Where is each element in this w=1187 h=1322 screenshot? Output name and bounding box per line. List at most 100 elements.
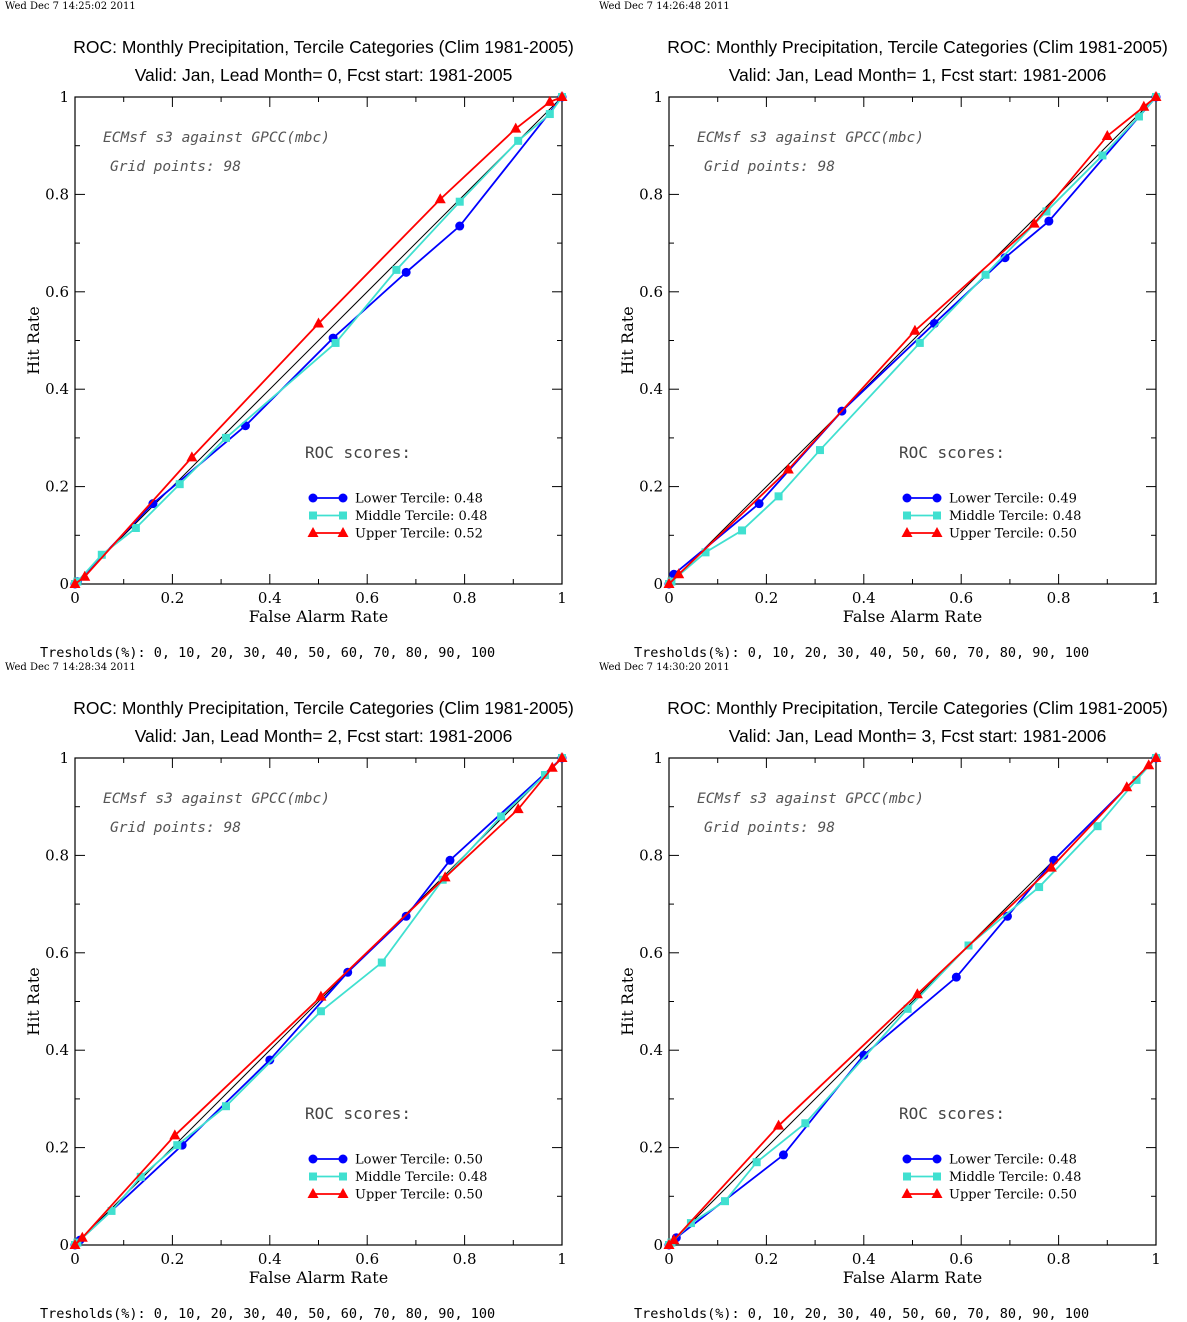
diagonal-line — [668, 96, 1157, 585]
series-2-point — [514, 136, 523, 145]
series-1-point — [343, 967, 353, 977]
series-3-point — [512, 803, 524, 814]
chart-title: ROC: Monthly Precipitation, Tercile Cate… — [73, 37, 574, 57]
series-2-point — [173, 1141, 182, 1150]
x-tick-label: 0.4 — [852, 1250, 876, 1268]
legend-marker-2 — [309, 511, 317, 520]
timestamp: Wed Dec 7 14:28:34 2011 — [5, 662, 136, 673]
x-tick-label: 0.2 — [754, 1250, 778, 1268]
roc-scores-heading: ROC scores: — [305, 1104, 411, 1123]
annotation-model: ECMsf s3 against GPCC(mbc) — [697, 130, 924, 146]
roc-scores-heading: ROC scores: — [899, 1104, 1005, 1123]
legend-marker-1 — [932, 1154, 942, 1164]
x-tick-label: 0 — [70, 589, 80, 607]
legend-label-1: Lower Tercile: 0.49 — [949, 492, 1077, 507]
series-2-point — [815, 446, 824, 455]
series-1-line — [668, 96, 1157, 585]
series-2-point — [1035, 883, 1044, 892]
y-tick-label: 0.8 — [639, 846, 663, 864]
annotation-gridpoints: Grid points: 98 — [110, 159, 241, 175]
series-2-point — [107, 1206, 116, 1215]
annotation-model: ECMsf s3 against GPCC(mbc) — [103, 791, 330, 807]
timestamp: Wed Dec 7 14:26:48 2011 — [599, 1, 730, 12]
series-1-point — [1044, 216, 1054, 226]
legend-marker-1 — [308, 1154, 318, 1164]
x-tick-label: 1 — [557, 1250, 567, 1268]
x-tick-label: 0 — [664, 589, 674, 607]
y-tick-label: 1 — [653, 749, 663, 767]
series-1-point — [859, 1050, 869, 1060]
y-tick-label: 0.8 — [45, 185, 69, 203]
series-1-point — [148, 499, 158, 509]
x-tick-label: 0 — [70, 1250, 80, 1268]
y-axis-label: Hit Rate — [618, 967, 637, 1035]
series-2-point — [221, 433, 230, 442]
series-2-line — [668, 96, 1157, 585]
y-tick-label: 0 — [59, 1236, 69, 1254]
annotation-model: ECMsf s3 against GPCC(mbc) — [697, 791, 924, 807]
roc-scores-heading: ROC scores: — [899, 443, 1005, 462]
thresholds-text: Tresholds(%): 0, 10, 20, 30, 40, 50, 60,… — [40, 645, 495, 661]
series-3 — [663, 752, 1162, 1249]
series-3-line — [74, 96, 563, 585]
y-tick-label: 0.2 — [45, 478, 69, 496]
series-3-point — [1150, 752, 1162, 762]
legend-label-3: Upper Tercile: 0.50 — [355, 1188, 483, 1203]
series-2-point — [316, 1007, 325, 1016]
annotation-gridpoints: Grid points: 98 — [704, 159, 835, 175]
roc-panel-1: Wed Dec 7 14:25:02 2011 ROC: Monthly Prec… — [5, 1, 574, 661]
y-tick-label: 0.2 — [639, 1139, 663, 1157]
legend-marker-1 — [308, 493, 318, 503]
series-1-point — [455, 221, 465, 231]
series-3-point — [663, 578, 675, 588]
series-3-point — [439, 871, 451, 882]
series-3-point — [544, 95, 556, 106]
legend-label-2: Middle Tercile: 0.48 — [355, 1170, 487, 1185]
series-2-point — [774, 492, 783, 501]
series-3-point — [1138, 100, 1150, 111]
x-axis-label: False Alarm Rate — [843, 1268, 982, 1287]
thresholds-text: Tresholds(%): 0, 10, 20, 30, 40, 50, 60,… — [40, 1306, 495, 1322]
series-3-point — [668, 1234, 680, 1245]
series-3-line — [74, 757, 563, 1246]
series-3-point — [1150, 91, 1162, 101]
series-2-point — [1042, 207, 1051, 216]
series-1-point — [1000, 253, 1010, 263]
chart-subtitle: Valid: Jan, Lead Month= 1, Fcst start: 1… — [729, 65, 1107, 85]
x-tick-label: 0.4 — [258, 1250, 282, 1268]
legend-marker-2 — [339, 511, 347, 520]
legend-marker-1 — [338, 493, 348, 503]
series-2-point — [1093, 822, 1102, 831]
chart-subtitle: Valid: Jan, Lead Month= 3, Fcst start: 1… — [729, 726, 1107, 746]
series-2-point — [97, 550, 106, 559]
y-tick-label: 0.6 — [45, 944, 69, 962]
y-tick-label: 1 — [59, 88, 69, 106]
y-axis-label: Hit Rate — [618, 306, 637, 374]
series-3-point — [556, 752, 568, 762]
series-2-point — [903, 1004, 912, 1013]
series-2-point — [221, 1102, 230, 1111]
y-tick-label: 0 — [653, 1236, 663, 1254]
y-tick-label: 0.6 — [639, 944, 663, 962]
legend-marker-3 — [307, 527, 319, 537]
x-tick-label: 0.8 — [1047, 1250, 1071, 1268]
y-axis-label: Hit Rate — [24, 306, 43, 374]
legend-marker-3 — [337, 1188, 349, 1198]
x-tick-label: 1 — [1151, 589, 1161, 607]
series-3-point — [1101, 129, 1113, 140]
x-tick-label: 0.4 — [852, 589, 876, 607]
series-2-point — [136, 1172, 145, 1181]
x-tick-label: 0.6 — [949, 1250, 973, 1268]
series-3-point — [315, 990, 327, 1001]
legend-marker-3 — [931, 527, 943, 537]
series-3-point — [313, 317, 324, 328]
x-tick-label: 0.6 — [949, 589, 973, 607]
series-1-point — [401, 911, 411, 921]
series-3-point — [186, 451, 198, 462]
y-tick-label: 0 — [59, 575, 69, 593]
chart-subtitle: Valid: Jan, Lead Month= 2, Fcst start: 1… — [135, 726, 513, 746]
series-2-point — [701, 548, 710, 557]
series-1-point — [778, 1150, 788, 1160]
legend-label-1: Lower Tercile: 0.48 — [949, 1153, 1077, 1168]
roc-scores-heading: ROC scores: — [305, 443, 411, 462]
